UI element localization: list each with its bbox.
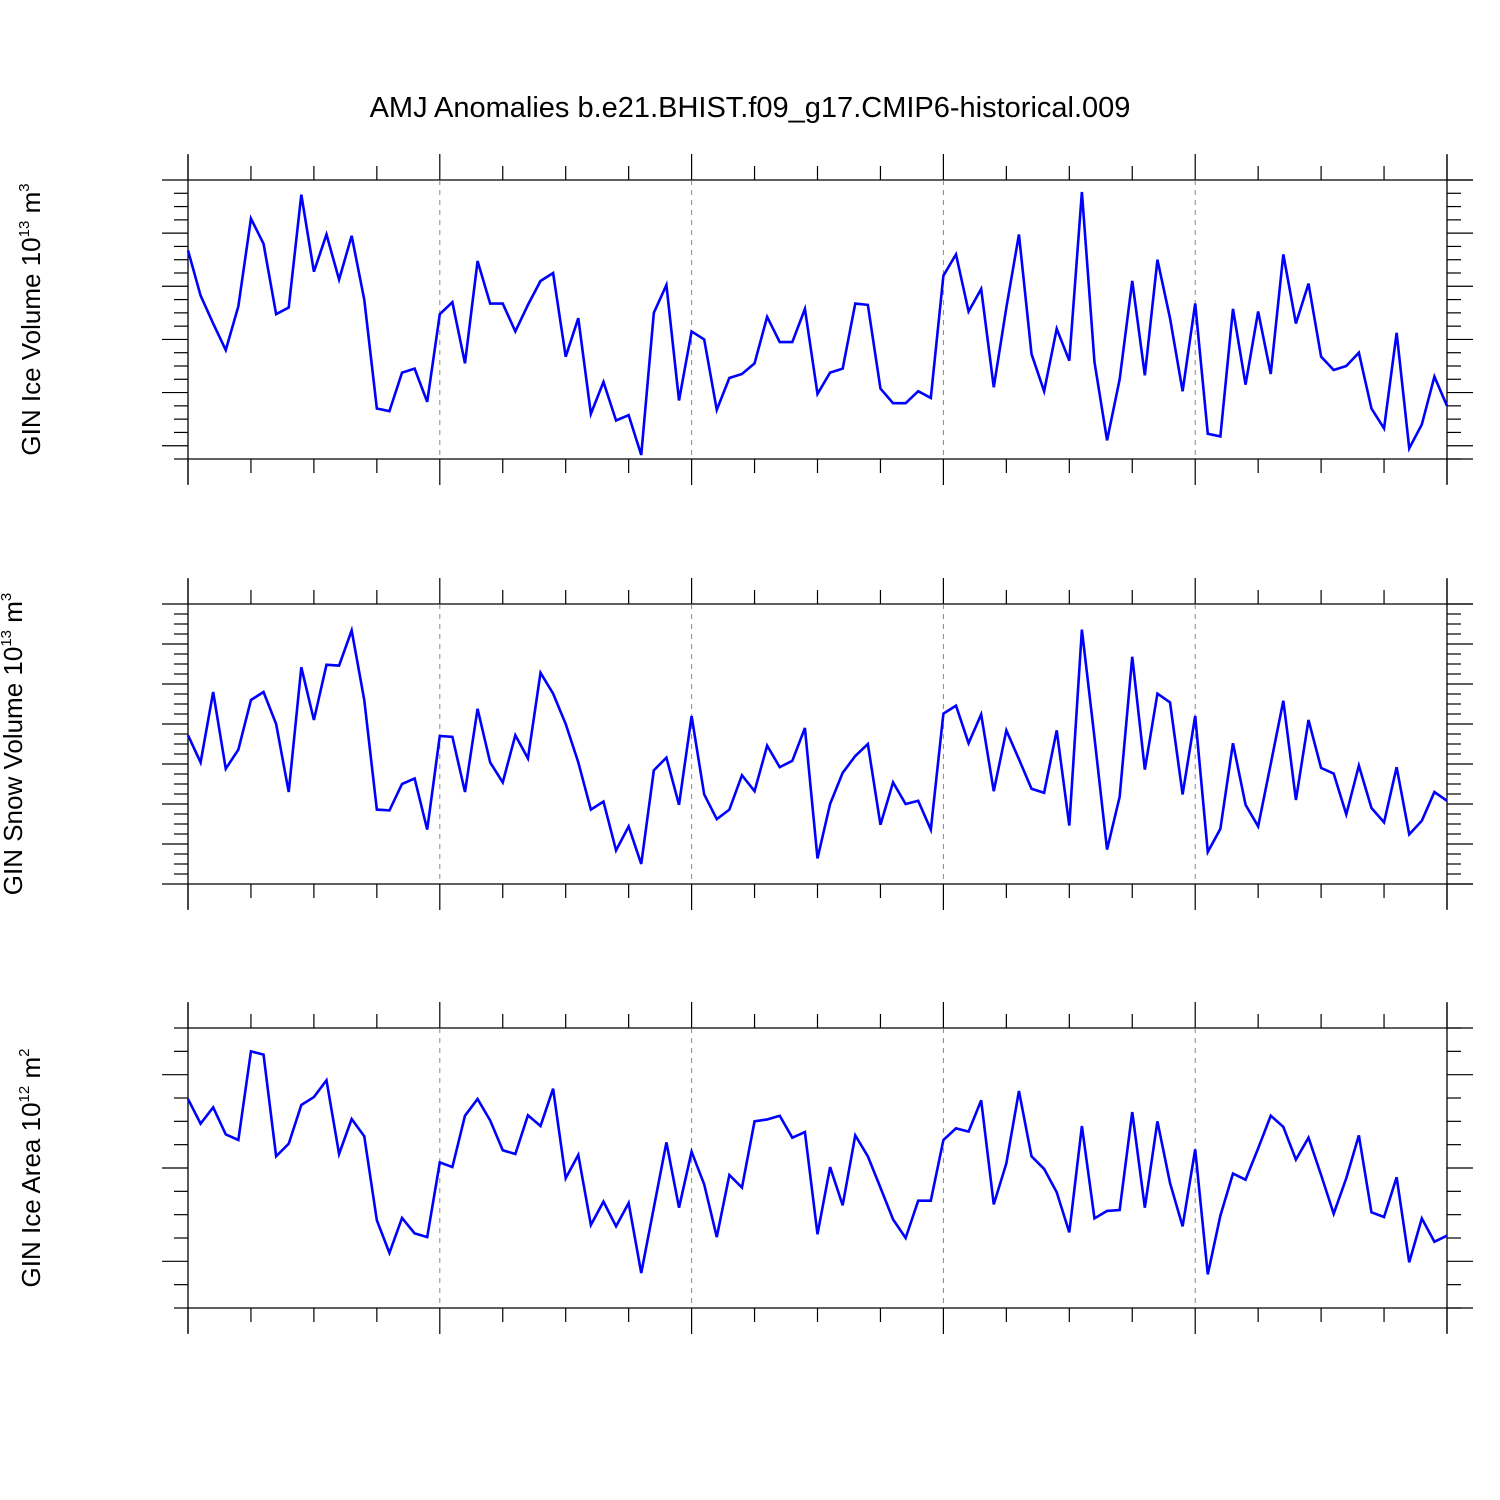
- y-axis-label-main: GIN Ice Area 10: [16, 1102, 46, 1287]
- panel-ice-volume: GIN Ice Volume 1013 m3: [16, 154, 1473, 485]
- y-axis-label: GIN Ice Volume 1013 m3: [16, 183, 46, 455]
- y-axis-label-exponent: 13: [0, 630, 15, 647]
- series-line-snow-volume: [186, 625, 1448, 865]
- y-axis-label: GIN Snow Volume 1013 m3: [0, 593, 28, 896]
- y-axis-label: GIN Ice Area 1012 m2: [16, 1049, 46, 1288]
- panel-ice-area: GIN Ice Area 1012 m2: [16, 1002, 1473, 1334]
- series-line-ice-volume: [186, 191, 1449, 456]
- y-axis-label-unit: m: [16, 192, 46, 221]
- y-axis-label-exponent: 12: [16, 1086, 33, 1103]
- chart-title: AMJ Anomalies b.e21.BHIST.f09_g17.CMIP6-…: [370, 92, 1131, 124]
- y-axis-label-exponent: 13: [16, 221, 33, 238]
- y-axis-label-unit-exponent: 3: [16, 183, 33, 191]
- y-axis-label-main: GIN Snow Volume 10: [0, 647, 28, 896]
- y-axis-label-unit-exponent: 3: [0, 593, 15, 601]
- y-axis-label-main: GIN Ice Volume 10: [16, 237, 46, 455]
- y-axis-label-unit-exponent: 2: [16, 1049, 33, 1057]
- y-axis-label-unit: m: [16, 1057, 46, 1086]
- y-axis-label-unit: m: [0, 601, 28, 630]
- panel-snow-volume: GIN Snow Volume 1013 m3: [0, 578, 1473, 910]
- series-line-ice-area: [186, 1049, 1448, 1275]
